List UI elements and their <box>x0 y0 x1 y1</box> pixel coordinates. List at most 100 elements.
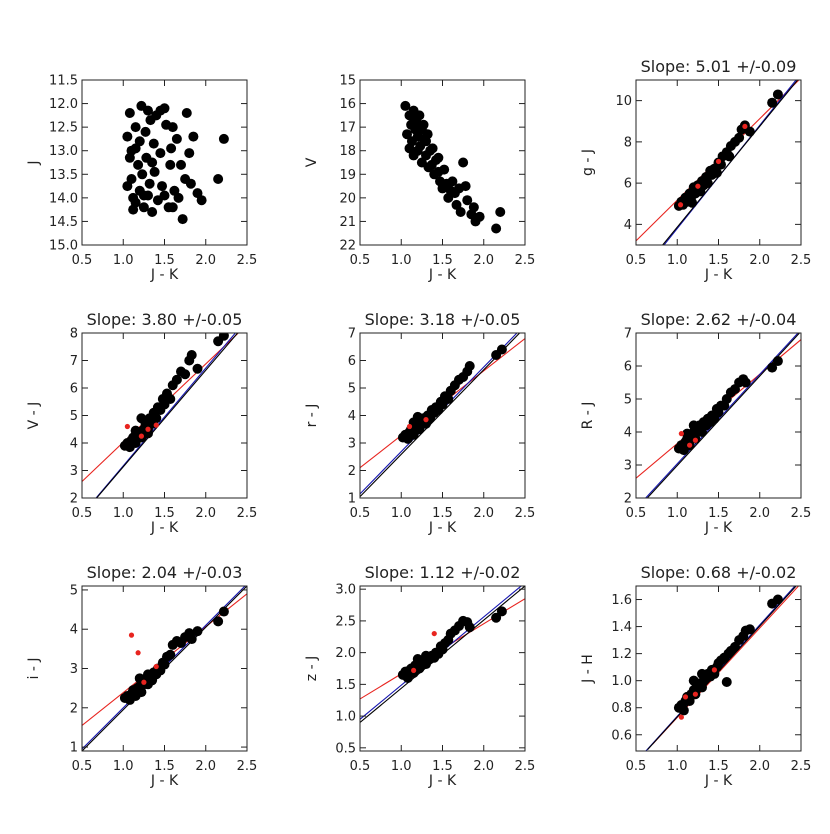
highlight-point <box>141 679 147 685</box>
x-tick-label: 1.0 <box>113 506 134 521</box>
data-point <box>177 214 188 225</box>
highlight-point <box>687 442 693 448</box>
panel-3: 0.5 1.0 1.5 2.0 2.5 4 6 8 10 J - K g - J Slope: 5.0… <box>580 57 811 283</box>
highlight-point <box>153 422 159 428</box>
x-tick-label: 0.5 <box>350 253 371 268</box>
x-tick-label: 1.5 <box>154 253 175 268</box>
x-tick-label: 2.5 <box>237 253 258 268</box>
y-tick-label: 15 <box>339 74 356 89</box>
data-point <box>427 143 438 154</box>
highlight-point <box>431 630 437 637</box>
y-tick-label: 2.0 <box>335 646 356 661</box>
data-point <box>468 202 479 213</box>
data-point <box>137 169 148 180</box>
panel-title: Slope: 5.01 +/-0.09 <box>641 57 797 76</box>
highlight-point <box>411 667 417 674</box>
data-point <box>460 181 471 192</box>
panel-title: Slope: 3.80 +/-0.05 <box>87 310 243 329</box>
data-point <box>443 394 454 404</box>
x-tick-label: 2.0 <box>195 253 216 268</box>
data-point <box>130 197 141 208</box>
data-point <box>180 369 191 380</box>
highlight-point <box>138 433 144 439</box>
panel-5: 0.5 1.0 1.5 2.0 2.5 1 2 3 4 5 6 7 J - K r - J Slope: 3… <box>304 310 535 536</box>
data-point <box>159 190 170 201</box>
y-tick-label: 12.5 <box>49 121 78 136</box>
data-point <box>130 425 141 436</box>
data-point <box>772 89 783 100</box>
y-tick-label: 1 <box>70 741 78 756</box>
data-point <box>181 108 192 118</box>
highlight-point <box>406 423 413 430</box>
y-axis-label: r - J <box>304 404 320 428</box>
plot-area <box>360 586 525 723</box>
data-point <box>196 195 207 206</box>
x-tick-label: 1.5 <box>154 759 175 774</box>
data-point <box>458 157 469 168</box>
data-point <box>496 344 507 355</box>
data-point <box>136 687 147 698</box>
y-axis-label: J - H <box>580 654 596 684</box>
x-tick-label: 1.5 <box>154 506 175 521</box>
data-point <box>159 659 170 670</box>
x-tick-label: 1.5 <box>432 253 453 268</box>
data-point <box>122 131 133 142</box>
fit-line <box>95 333 237 498</box>
data-point <box>491 612 502 623</box>
data-point <box>124 108 135 118</box>
x-tick-label: 2.0 <box>473 759 494 774</box>
y-tick-label: 1.4 <box>611 620 632 635</box>
x-tick-label: 1.5 <box>708 759 729 774</box>
y-tick-label: 2 <box>70 492 78 507</box>
data-point <box>144 178 155 189</box>
panel-9: 0.5 1.0 1.5 2.0 2.5 0.6 0.8 1.0 1.2 1.4 1.6 J - K J … <box>580 563 811 789</box>
x-tick-label: 2.5 <box>515 759 536 774</box>
data-point <box>143 105 153 116</box>
fit-line <box>95 333 239 498</box>
data-point <box>148 138 159 149</box>
data-point <box>167 122 178 133</box>
y-tick-label: 8 <box>70 327 78 342</box>
x-axis-label: J - K <box>428 267 457 283</box>
y-tick-label: 3 <box>70 464 78 479</box>
data-point <box>138 190 149 201</box>
x-axis-label: J - K <box>704 267 733 283</box>
y-tick-label: 2 <box>624 492 632 507</box>
data-point <box>155 105 166 116</box>
data-point <box>138 202 149 213</box>
data-point <box>464 622 475 633</box>
x-tick-label: 2.5 <box>791 506 812 521</box>
x-tick-label: 2.0 <box>195 506 216 521</box>
plot-area <box>636 333 801 498</box>
data-point <box>165 159 176 170</box>
x-tick-label: 2.5 <box>515 253 536 268</box>
data-point <box>213 174 224 184</box>
y-tick-label: 4 <box>624 218 632 233</box>
data-point <box>414 110 425 121</box>
data-point <box>701 174 712 184</box>
panel-4: 0.5 1.0 1.5 2.0 2.5 2 3 4 5 6 7 8 J - K V - J Slope: 3… <box>26 310 257 536</box>
x-axis-label: J - K <box>150 267 179 283</box>
y-tick-label: 7 <box>348 327 356 342</box>
y-tick-label: 14.5 <box>49 215 78 230</box>
y-tick-label: 3.0 <box>335 583 356 598</box>
y-tick-label: 7 <box>624 327 632 342</box>
y-tick-label: 1.0 <box>611 674 632 689</box>
y-axis-label: g - J <box>580 149 596 176</box>
data-point <box>724 151 735 162</box>
y-tick-label: 8 <box>624 135 632 150</box>
data-point <box>433 152 444 163</box>
data-point <box>136 413 147 424</box>
data-point <box>130 122 141 133</box>
x-tick-label: 2.0 <box>195 759 216 774</box>
panel-title: Slope: 2.04 +/-0.03 <box>87 563 243 582</box>
x-tick-label: 0.5 <box>72 759 93 774</box>
y-tick-label: 2 <box>348 464 356 479</box>
data-point <box>149 166 160 177</box>
data-point <box>184 148 195 159</box>
x-tick-label: 0.5 <box>72 253 93 268</box>
data-point <box>688 420 699 431</box>
x-tick-label: 1.0 <box>113 253 134 268</box>
